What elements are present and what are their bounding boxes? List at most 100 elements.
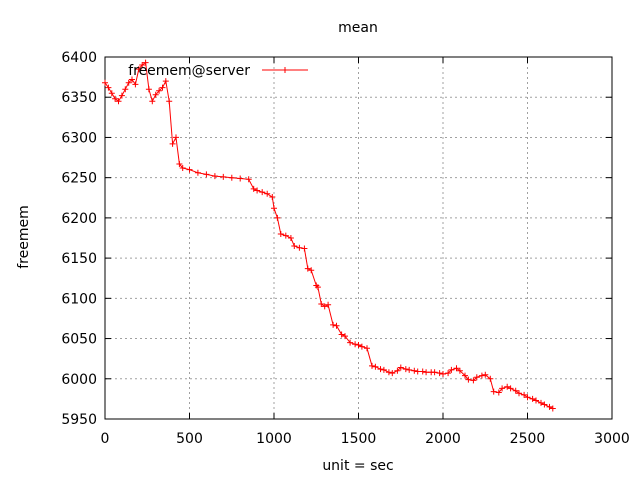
data-point-marker: [314, 284, 321, 291]
data-point-marker: [524, 394, 531, 401]
data-point-marker: [411, 367, 418, 374]
x-tick-label: 500: [176, 431, 203, 447]
data-point-marker: [296, 244, 303, 251]
data-point-marker: [402, 366, 409, 373]
data-point-marker: [149, 98, 156, 105]
data-point-marker: [369, 362, 375, 369]
data-point-marker: [264, 190, 271, 197]
data-point-marker: [342, 333, 348, 340]
data-point-marker: [102, 79, 108, 86]
data-point-marker: [389, 370, 396, 377]
x-tick-label: 0: [101, 431, 110, 447]
x-tick-label: 3000: [594, 431, 630, 447]
data-point-marker: [529, 395, 536, 402]
data-point-marker: [132, 81, 139, 88]
x-axis-label: unit = sec: [322, 458, 393, 474]
data-point-marker: [287, 235, 294, 241]
data-point-marker: [333, 322, 340, 329]
x-tick-label: 1000: [256, 431, 292, 447]
y-tick-label: 6400: [61, 50, 97, 66]
data-point-marker: [487, 375, 494, 382]
data-point-marker: [122, 86, 129, 93]
y-tick-label: 6350: [61, 90, 97, 106]
data-point-marker: [419, 368, 426, 375]
data-point-marker: [203, 171, 210, 178]
data-point-marker: [338, 331, 345, 338]
data-point-marker: [254, 187, 261, 194]
data-point-marker: [228, 174, 235, 181]
data-point-marker: [277, 231, 284, 237]
plot-frame: [104, 56, 613, 420]
y-tick-label: 6250: [61, 171, 97, 187]
data-point-marker: [499, 385, 506, 392]
y-tick-label: 6300: [61, 130, 97, 146]
data-point-marker: [308, 267, 315, 274]
data-point-marker: [145, 86, 152, 93]
data-point-marker: [436, 370, 443, 377]
data-point-marker: [186, 166, 193, 173]
data-point-marker: [385, 369, 392, 376]
data-point-marker: [482, 371, 489, 378]
legend: freemem@server: [128, 63, 308, 79]
data-point-marker: [372, 363, 379, 370]
y-tick-label: 6200: [61, 211, 97, 227]
data-point-marker: [490, 388, 497, 395]
data-point-marker: [173, 134, 179, 141]
chart-title: mean: [338, 20, 378, 36]
data-point-marker: [533, 397, 539, 404]
data-point-marker: [546, 403, 553, 410]
data-point-marker: [152, 91, 159, 98]
data-point-marker: [352, 341, 359, 348]
data-point-marker: [440, 371, 446, 377]
data-point-marker: [512, 387, 519, 394]
data-point-marker: [462, 372, 468, 379]
data-point-marker: [274, 214, 281, 221]
data-point-marker: [269, 194, 276, 200]
data-point-marker: [465, 376, 472, 383]
data-point-marker: [135, 66, 142, 73]
data-point-marker: [179, 165, 186, 171]
data-point-marker: [282, 232, 289, 239]
data-point-marker: [291, 243, 298, 249]
data-point-marker: [162, 78, 169, 85]
data-point-marker: [237, 175, 244, 182]
data-point-marker: [318, 301, 325, 307]
data-point-marker: [507, 385, 514, 392]
data-point-marker: [504, 383, 511, 390]
data-point-marker: [473, 374, 480, 381]
data-point-marker: [169, 140, 176, 147]
data-point-marker: [115, 98, 122, 105]
data-point-marker: [271, 205, 277, 212]
data-point-marker: [478, 372, 485, 379]
data-point-marker: [108, 90, 115, 97]
data-point-marker: [538, 399, 544, 406]
data-point-marker: [495, 389, 502, 396]
data-point-marker: [470, 377, 477, 384]
data-point-marker: [142, 59, 149, 66]
data-point-marker: [301, 245, 308, 252]
data-point-marker: [194, 169, 201, 176]
y-tick-label: 5950: [61, 412, 97, 428]
data-point-marker: [129, 76, 135, 83]
data-point-marker: [347, 339, 354, 346]
grid: [105, 57, 612, 419]
legend-label: freemem@server: [128, 63, 250, 79]
data-point-marker: [445, 370, 452, 377]
data-point-marker: [453, 365, 460, 372]
data-point-marker: [423, 369, 430, 376]
data-point-marker: [166, 98, 173, 105]
data-point-marker: [125, 79, 132, 86]
data-point-marker: [325, 301, 332, 308]
data-point-marker: [521, 391, 528, 398]
data-point-marker: [139, 62, 146, 68]
data-point-marker: [304, 265, 311, 272]
data-point-marker: [259, 189, 266, 196]
data-point-marker: [250, 185, 257, 192]
y-tick-label: 6100: [61, 291, 97, 307]
data-point-marker: [456, 367, 463, 374]
data-point-marker: [355, 342, 362, 348]
x-tick-label: 2500: [510, 431, 546, 447]
data-point-marker: [211, 173, 218, 180]
data-point-marker: [394, 367, 401, 374]
legend-marker: [282, 67, 288, 73]
